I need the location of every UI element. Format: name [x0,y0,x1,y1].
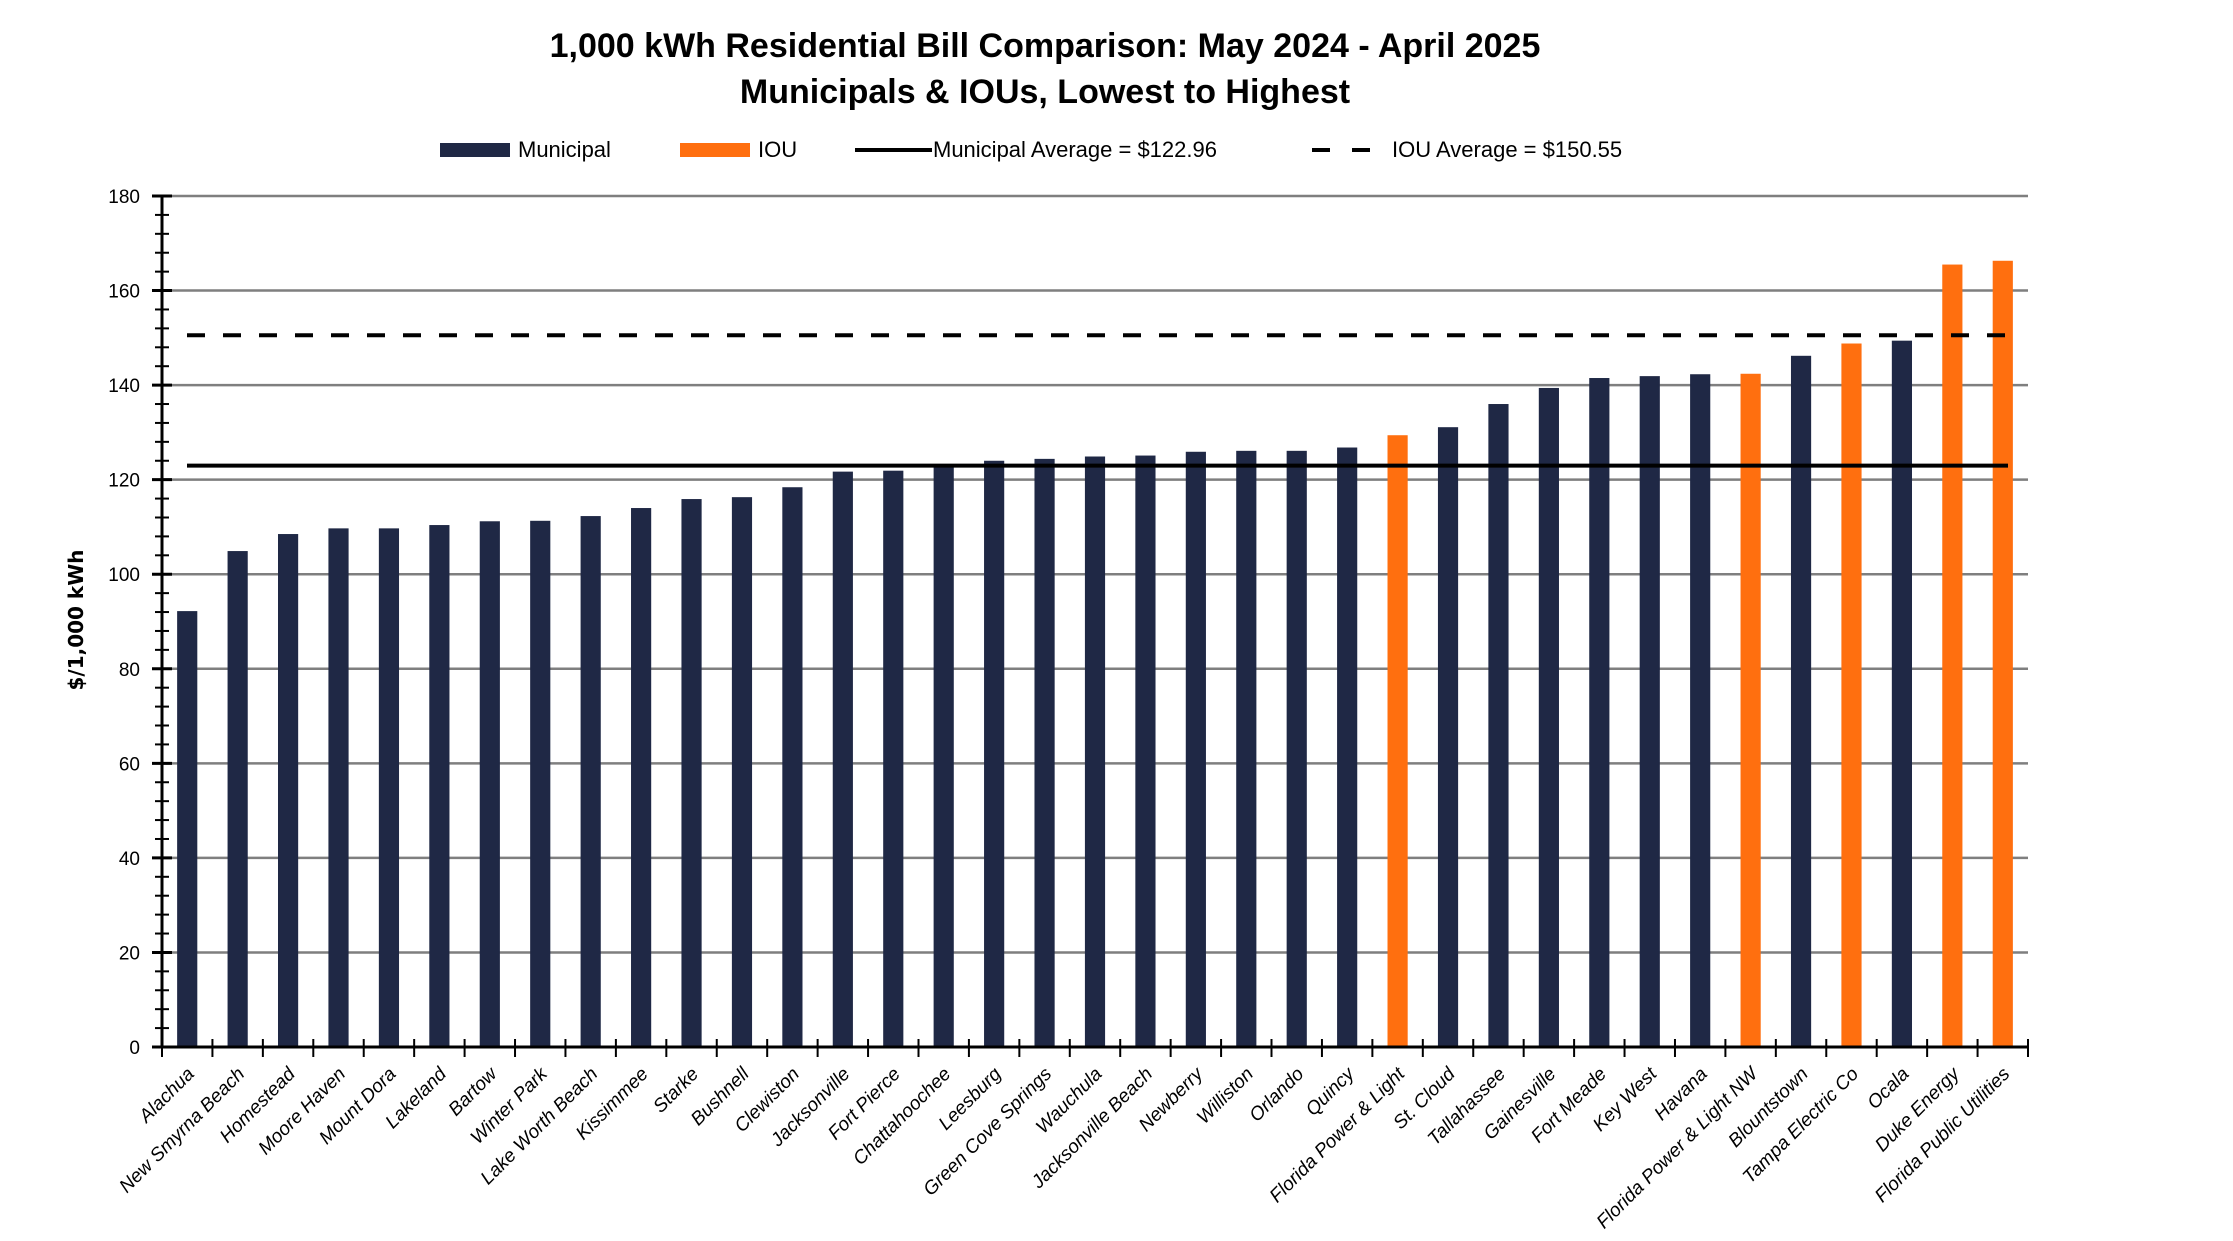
bar-leesburg [984,460,1005,1047]
bar-homestead [277,534,299,1047]
legend-item-iou: IOU [680,137,797,162]
bar-new-smyrna-beach [227,551,248,1047]
y-tick-label: 80 [119,660,140,681]
y-tick-label: 40 [119,849,140,870]
x-tick-label: Orlando [1246,1064,1309,1127]
bar-fort-meade [1589,378,1610,1048]
bar-lake-worth-beach [580,516,601,1047]
legend-label-municipal: Municipal [518,137,611,162]
y-tick-label: 100 [108,565,140,586]
bar-florida-power-light [1387,435,1408,1047]
bar-green-cove-springs [1034,458,1055,1047]
bar-kissimmee [631,508,652,1047]
bar-st-cloud [1437,427,1459,1047]
bar-alachua [177,611,198,1047]
legend-item-municipal-average: Municipal Average = $122.96 [855,137,1217,162]
bar-newberry [1185,451,1206,1047]
legend-swatch-iou [680,143,750,157]
y-tick-label: 120 [108,471,140,492]
chart-title: 1,000 kWh Residential Bill Comparison: M… [550,27,1541,65]
bar-tampa-electric-co [1841,343,1862,1047]
bar-mount-dora [378,528,400,1047]
bar-clewiston [782,487,803,1048]
y-tick-label: 140 [108,376,140,397]
bar-duke-energy [1942,264,1963,1048]
bar-ocala [1891,340,1913,1047]
y-tick-label: 0 [129,1038,140,1059]
reference-lines [187,333,2008,468]
axes [160,196,2029,1057]
bar-fort-pierce [883,470,904,1047]
legend-label-municipal-average: Municipal Average = $122.96 [933,137,1217,162]
bar-gainesville [1538,387,1559,1048]
legend: Municipal IOU Municipal Average = $122.9… [440,137,1622,162]
bar-blountstown [1790,355,1812,1047]
x-tick-label: Moore Haven [255,1064,351,1160]
bar-jacksonville-beach [1135,455,1156,1047]
bar-starke [681,499,702,1048]
bar-tallahassee [1488,404,1509,1047]
y-tick-label: 60 [119,754,140,775]
chart-subtitle: Municipals & IOUs, Lowest to Highest [740,73,1350,111]
legend-label-iou-average: IOU Average = $150.55 [1392,137,1622,162]
bar-winter-park [530,520,551,1047]
bar-wauchula [1084,456,1106,1047]
bar-bartow [479,521,500,1047]
bar-key-west [1639,376,1660,1048]
legend-item-municipal: Municipal [440,137,611,162]
bar-williston [1236,450,1257,1047]
bar-havana [1690,374,1711,1048]
bar-florida-power-light-nw [1740,373,1761,1048]
y-axis-label: $/1,000 kWh [64,549,88,690]
legend-item-iou-average: IOU Average = $150.55 [1312,137,1622,162]
bar-jacksonville [832,471,853,1047]
bar-florida-public-utilities [1992,260,2013,1047]
x-tick-label: Williston [1193,1064,1258,1129]
y-tick-label: 180 [108,187,140,208]
legend-swatch-municipal [440,143,510,157]
y-tick-label: 160 [108,282,140,303]
bar-quincy [1337,447,1358,1047]
bar-moore-haven [328,528,349,1047]
bar-orlando [1286,450,1307,1047]
bar-bushnell [731,497,753,1048]
bar-chattahoochee [933,465,954,1047]
y-tick-label: 20 [119,943,140,964]
bar-lakeland [429,525,450,1047]
bars [177,260,2013,1048]
legend-label-iou: IOU [758,137,797,162]
